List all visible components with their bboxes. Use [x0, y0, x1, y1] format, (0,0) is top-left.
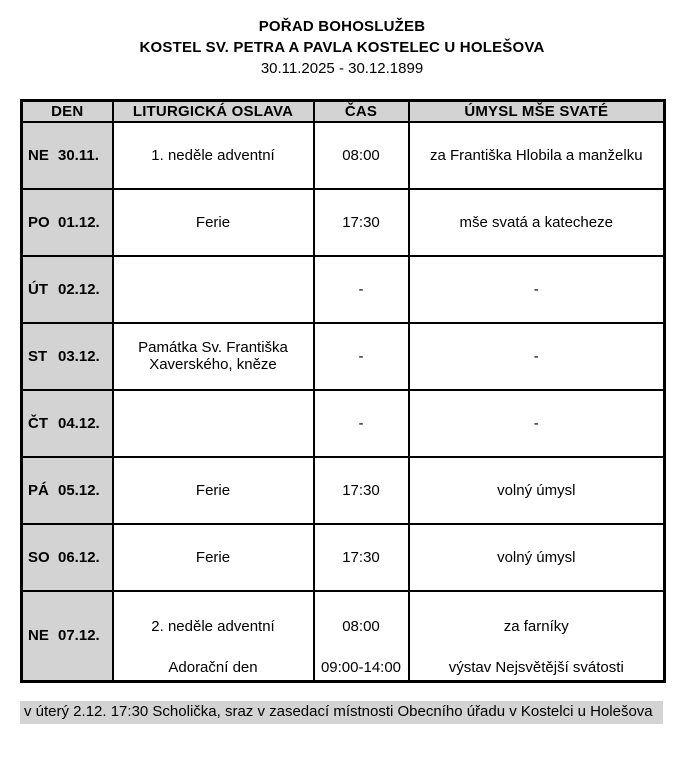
day-abbreviation: ST — [28, 347, 48, 365]
title-block: POŘAD BOHOSLUŽEB KOSTEL SV. PETRA A PAVL… — [0, 16, 684, 79]
time-cell: 08:00 — [312, 120, 410, 190]
day-abbreviation: SO — [28, 548, 50, 566]
intention-cell: mše svatá a katecheze — [407, 187, 666, 257]
column-header-liturgicka-oslava: LITURGICKÁ OSLAVA — [111, 99, 315, 123]
celebration-cell: Ferie — [111, 522, 315, 592]
schedule-table-body: NE 30.11. 1. neděle adventní 08:00 za Franti… — [20, 120, 666, 683]
day-date: 04.12. — [58, 414, 100, 432]
time-cell: 08:00 09:00-14:00 — [312, 589, 410, 683]
intention-cell: - — [407, 254, 666, 324]
table-row: NE 07.12. 2. neděle adventní Adorační den 08… — [20, 589, 666, 683]
day-abbreviation: NE — [28, 146, 49, 164]
day-date: 07.12. — [58, 627, 100, 645]
intention-cell: za farníky výstav Nejsvětější svátosti — [407, 589, 666, 683]
celebration-cell — [111, 254, 315, 324]
day-abbreviation: NE — [28, 627, 49, 645]
table-row: NE 30.11. 1. neděle adventní 08:00 za Franti… — [20, 120, 666, 190]
schedule-table: DEN LITURGICKÁ OSLAVA ČAS ÚMYSL MŠE SVAT… — [20, 99, 666, 683]
celebration-cell: 1. neděle adventní — [111, 120, 315, 190]
column-header-cas: ČAS — [312, 99, 410, 123]
intention-cell-line2: výstav Nejsvětější svátosti — [448, 658, 624, 676]
day-cell: SO 06.12. — [20, 522, 114, 592]
table-row: ST 03.12. Památka Sv. Františka Xaverského… — [20, 321, 666, 391]
time-cell: - — [312, 254, 410, 324]
celebration-cell-line2: Adorační den — [168, 658, 258, 676]
date-range: 30.11.2025 - 30.12.1899 — [260, 60, 424, 77]
day-cell: ÚT 02.12. — [20, 254, 114, 324]
day-cell: PO 01.12. — [20, 187, 114, 257]
day-date: 30.11. — [58, 146, 99, 164]
column-header-den: DEN — [20, 99, 114, 123]
time-cell: - — [312, 388, 410, 458]
day-date: 01.12. — [58, 213, 100, 231]
church-title: KOSTEL SV. PETRA A PAVLA KOSTELEC U HOLE… — [139, 39, 545, 56]
intention-cell: - — [407, 388, 666, 458]
day-cell: NE 07.12. — [20, 589, 114, 683]
celebration-cell — [111, 388, 315, 458]
celebration-cell: Ferie — [111, 455, 315, 525]
intention-cell: volný úmysl — [407, 455, 666, 525]
day-cell: NE 30.11. — [20, 120, 114, 190]
intention-cell: - — [407, 321, 666, 391]
day-cell: ČT 04.12. — [20, 388, 114, 458]
celebration-cell: Ferie — [111, 187, 315, 257]
time-cell-line1: 08:00 — [342, 617, 380, 635]
day-abbreviation: PO — [28, 213, 50, 231]
day-abbreviation: ČT — [28, 414, 48, 432]
time-cell: 17:30 — [312, 187, 410, 257]
footer-note: v úterý 2.12. 17:30 Scholička, sraz v za… — [20, 701, 663, 724]
day-cell: PÁ 05.12. — [20, 455, 114, 525]
table-row: PÁ 05.12. Ferie 17:30 volný úmysl — [20, 455, 666, 525]
time-cell-line2: 09:00-14:00 — [320, 658, 402, 676]
time-cell: - — [312, 321, 410, 391]
intention-cell: za Františka Hlobila a manželku — [407, 120, 666, 190]
day-date: 06.12. — [58, 548, 100, 566]
page-title: POŘAD BOHOSLUŽEB — [258, 18, 426, 35]
time-cell: 17:30 — [312, 455, 410, 525]
column-header-umysl: ÚMYSL MŠE SVATÉ — [407, 99, 666, 123]
intention-cell-line1: za farníky — [503, 617, 569, 635]
table-row: ÚT 02.12. - - — [20, 254, 666, 324]
celebration-cell-line1: 2. neděle adventní — [151, 617, 275, 635]
table-row: ČT 04.12. - - — [20, 388, 666, 458]
table-row: SO 06.12. Ferie 17:30 volný úmysl — [20, 522, 666, 592]
day-date: 03.12. — [58, 347, 100, 365]
time-cell: 17:30 — [312, 522, 410, 592]
schedule-table-header: DEN LITURGICKÁ OSLAVA ČAS ÚMYSL MŠE SVAT… — [20, 99, 666, 123]
celebration-cell: 2. neděle adventní Adorační den — [111, 589, 315, 683]
day-date: 05.12. — [58, 481, 100, 499]
intention-cell: volný úmysl — [407, 522, 666, 592]
day-date: 02.12. — [58, 280, 100, 298]
day-cell: ST 03.12. — [20, 321, 114, 391]
day-abbreviation: PÁ — [28, 481, 49, 499]
day-abbreviation: ÚT — [28, 280, 48, 298]
table-row: PO 01.12. Ferie 17:30 mše svatá a katecheze — [20, 187, 666, 257]
celebration-cell: Památka Sv. Františka Xaverského, kněze — [111, 321, 315, 391]
